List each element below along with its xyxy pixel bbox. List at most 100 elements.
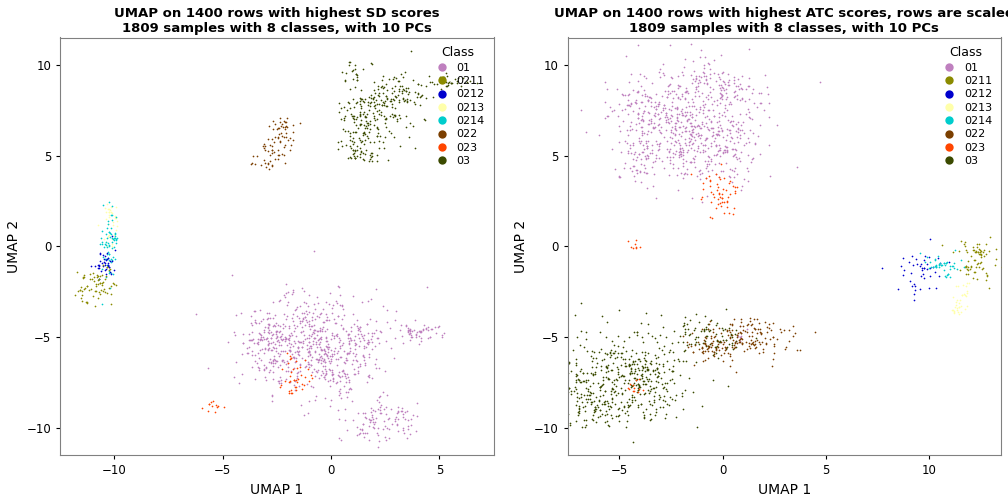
Point	[621, 395, 637, 403]
Point	[669, 93, 685, 101]
Point	[260, 340, 276, 348]
Point	[695, 147, 711, 155]
Point	[93, 289, 109, 297]
Point	[747, 325, 763, 333]
Point	[730, 124, 746, 133]
Point	[244, 336, 260, 344]
Point	[591, 469, 607, 477]
Point	[643, 94, 659, 102]
Point	[658, 118, 674, 126]
Point	[447, 75, 463, 83]
Point	[271, 351, 287, 359]
Point	[692, 132, 709, 140]
Point	[607, 354, 623, 362]
Point	[108, 226, 124, 234]
Point	[334, 115, 350, 123]
Point	[208, 401, 224, 409]
Point	[690, 142, 707, 150]
Point	[324, 352, 340, 360]
Point	[702, 213, 718, 221]
Point	[373, 111, 389, 119]
Point	[283, 354, 299, 362]
Point	[291, 347, 307, 355]
Point	[408, 93, 424, 101]
Point	[733, 84, 749, 92]
Point	[251, 366, 267, 374]
Point	[338, 374, 354, 383]
Point	[578, 423, 594, 431]
Point	[334, 367, 350, 375]
Point	[638, 155, 654, 163]
Point	[100, 232, 116, 240]
Point	[345, 114, 361, 122]
Point	[362, 124, 378, 133]
Point	[705, 100, 721, 108]
Point	[352, 144, 368, 152]
Point	[628, 99, 644, 107]
Point	[605, 385, 621, 393]
Point	[324, 396, 340, 404]
Point	[100, 205, 116, 213]
Point	[972, 259, 988, 267]
Point	[728, 326, 744, 334]
Point	[627, 148, 643, 156]
Point	[279, 356, 295, 364]
Point	[347, 320, 363, 328]
Point	[685, 361, 702, 369]
Point	[383, 100, 399, 108]
Point	[260, 358, 276, 366]
Point	[616, 337, 632, 345]
Point	[300, 331, 317, 339]
Point	[398, 322, 414, 330]
Point	[363, 416, 379, 424]
Point	[361, 422, 377, 430]
Point	[957, 263, 973, 271]
Point	[584, 357, 600, 365]
Point	[270, 379, 286, 387]
Point	[687, 341, 704, 349]
Point	[675, 155, 691, 163]
Point	[683, 131, 700, 139]
Point	[300, 348, 317, 356]
Point	[260, 323, 276, 331]
Point	[293, 338, 309, 346]
Legend: 01, 0211, 0212, 0213, 0214, 022, 023, 03: 01, 0211, 0212, 0213, 0214, 022, 023, 03	[427, 43, 488, 169]
Point	[705, 328, 721, 336]
Point	[620, 379, 636, 387]
Point	[709, 130, 725, 138]
Point	[731, 125, 747, 134]
Point	[388, 413, 404, 421]
Point	[552, 354, 569, 362]
Point	[408, 412, 424, 420]
Point	[276, 292, 292, 300]
Point	[697, 337, 713, 345]
Point	[272, 129, 288, 137]
Point	[331, 415, 347, 423]
Point	[699, 326, 715, 334]
Point	[629, 88, 645, 96]
Point	[667, 396, 683, 404]
Point	[288, 376, 304, 385]
Point	[394, 89, 410, 97]
Point	[731, 154, 747, 162]
Point	[640, 365, 656, 373]
Point	[645, 367, 661, 375]
Point	[407, 144, 423, 152]
Point	[307, 348, 324, 356]
Point	[101, 263, 117, 271]
Point	[106, 280, 122, 288]
Point	[403, 333, 419, 341]
Point	[627, 177, 643, 185]
Point	[692, 169, 709, 177]
Point	[694, 348, 710, 356]
Point	[617, 137, 633, 145]
Point	[697, 147, 713, 155]
Point	[927, 256, 943, 264]
Point	[357, 95, 373, 103]
Point	[570, 333, 586, 341]
Point	[68, 291, 84, 299]
Point	[97, 252, 113, 260]
Point	[324, 366, 340, 374]
Point	[694, 343, 710, 351]
Point	[956, 290, 972, 298]
